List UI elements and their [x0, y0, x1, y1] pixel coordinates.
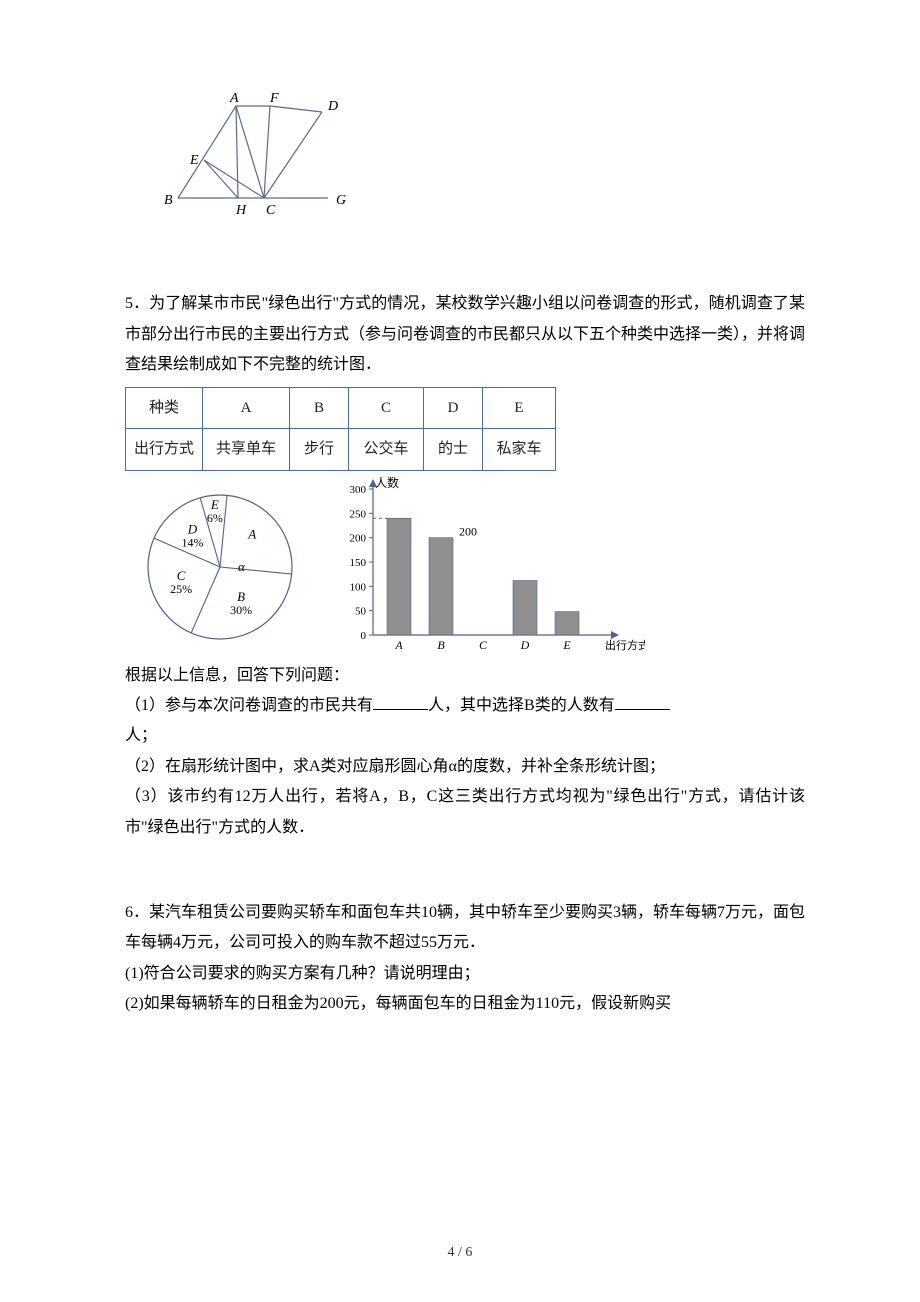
charts-row: E6%AB30%C25%D14%α 050100150200250300人数A2…	[125, 475, 805, 655]
table-cell: 步行	[290, 429, 349, 471]
svg-text:150: 150	[350, 557, 367, 569]
svg-text:B: B	[164, 193, 173, 208]
svg-text:200: 200	[350, 532, 367, 544]
svg-text:C: C	[479, 638, 488, 652]
blank-total[interactable]	[373, 693, 428, 710]
svg-text:6%: 6%	[207, 511, 223, 525]
svg-text:B: B	[437, 638, 445, 652]
table-cell: 共享单车	[203, 429, 290, 471]
q6-part2: (2)如果每辆轿车的日租金为200元，每辆面包车的日租金为110元，假设新购买	[125, 989, 805, 1019]
geometry-figure: A F D E B H C G	[160, 90, 805, 229]
table-header-cell: A	[203, 387, 290, 429]
pie-chart: E6% A B30% C25% D14% α	[125, 475, 315, 650]
table-header-cell: E	[483, 387, 556, 429]
q6-intro: 6．某汽车租赁公司要购买轿车和面包车共10辆，其中轿车至少要购买3辆，轿车每辆7…	[125, 898, 805, 959]
q5-part2: （2）在扇形统计图中，求A类对应扇形圆心角α的度数，并补全条形统计图；	[125, 752, 805, 782]
table-header-cell: B	[290, 387, 349, 429]
svg-text:100: 100	[350, 581, 367, 593]
svg-text:C: C	[177, 568, 186, 583]
svg-text:14%: 14%	[181, 535, 203, 549]
table-cell: 公交车	[349, 429, 424, 471]
svg-text:50: 50	[355, 605, 367, 617]
category-table: 种类ABCDE 出行方式共享单车步行公交车的士私家车	[125, 387, 556, 471]
svg-text:F: F	[269, 91, 279, 106]
svg-text:A: A	[394, 638, 403, 652]
q5-follow: 根据以上信息，回答下列问题：	[125, 661, 805, 691]
q5-part3: （3）该市约有12万人出行，若将A，B，C这三类出行方式均视为"绿色出行"方式，…	[125, 782, 805, 843]
parallelogram-diagram: A F D E B H C G	[160, 90, 350, 218]
svg-text:α: α	[238, 559, 246, 574]
q5-intro: 5．为了解某市市民"绿色出行"方式的情况，某校数学兴趣小组以问卷调查的形式，随机…	[125, 289, 805, 380]
page-number: 4 / 6	[0, 1240, 920, 1267]
svg-text:E: E	[210, 497, 219, 512]
q5-part1: （1）参与本次问卷调查的市民共有 人，其中选择B类的人数有	[125, 691, 805, 721]
table-cell: 私家车	[483, 429, 556, 471]
svg-text:A: A	[229, 91, 239, 106]
table-cell: 的士	[424, 429, 483, 471]
svg-text:25%: 25%	[170, 582, 192, 596]
q5-part1-b: 人，其中选择B类的人数有	[428, 697, 615, 714]
svg-text:A: A	[247, 526, 256, 541]
svg-text:30%: 30%	[230, 603, 252, 617]
svg-text:0: 0	[361, 630, 367, 642]
svg-text:E: E	[189, 153, 199, 168]
svg-text:D: D	[520, 638, 530, 652]
svg-text:D: D	[327, 99, 338, 114]
svg-text:出行方式: 出行方式	[605, 638, 645, 652]
svg-text:C: C	[266, 203, 276, 218]
svg-text:250: 250	[350, 508, 367, 520]
table-header-cell: D	[424, 387, 483, 429]
blank-b-count[interactable]	[615, 693, 670, 710]
q6-part1: (1)符合公司要求的购买方案有几种？请说明理由；	[125, 959, 805, 989]
table-header-cell: 种类	[126, 387, 203, 429]
svg-text:200: 200	[459, 524, 477, 538]
svg-text:E: E	[562, 638, 571, 652]
bar-chart: 0 50 100 150 200 250 300 人数 A 200 B C D E 出行方式	[325, 475, 645, 655]
svg-text:人数: 人数	[375, 475, 399, 490]
svg-text:H: H	[235, 203, 247, 218]
table-header-cell: C	[349, 387, 424, 429]
q5-part1-a: （1）参与本次问卷调查的市民共有	[125, 697, 373, 714]
table-row-label: 出行方式	[126, 429, 203, 471]
svg-text:D: D	[187, 521, 198, 536]
svg-text:300: 300	[350, 484, 367, 496]
svg-text:B: B	[237, 589, 245, 604]
svg-text:G: G	[336, 193, 346, 208]
q5-part1-c: 人；	[125, 721, 805, 751]
